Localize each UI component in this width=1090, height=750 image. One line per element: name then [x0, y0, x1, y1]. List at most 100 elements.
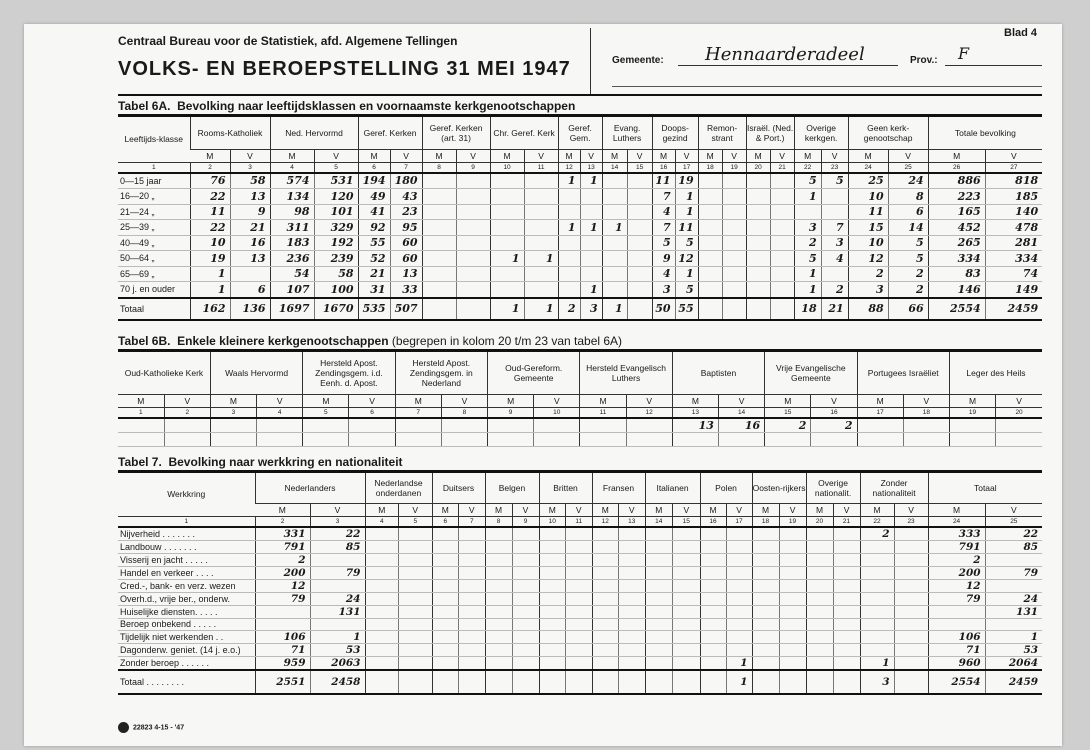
value-cell: 88	[847, 296, 889, 321]
value-cell	[626, 296, 653, 321]
value-cell: 79	[309, 566, 365, 580]
value-cell	[751, 618, 780, 632]
value-cell	[644, 566, 673, 580]
value-cell: 818	[984, 172, 1043, 189]
print-code-text: 22823 4-15 - '47	[133, 724, 185, 732]
value-cell: 194	[357, 172, 391, 189]
table6a-number: Tabel 6A.	[118, 99, 171, 113]
column-number: 4	[364, 516, 399, 528]
value-cell: 1670	[313, 296, 359, 321]
value-cell	[431, 643, 459, 658]
value-cell	[805, 540, 834, 554]
value-cell	[601, 204, 628, 220]
value-cell: 5	[820, 172, 849, 189]
value-cell: 223	[927, 188, 986, 205]
male-header: M	[671, 394, 719, 408]
value-cell	[511, 553, 539, 567]
value-cell	[751, 566, 780, 580]
value-cell	[565, 526, 593, 541]
value-cell	[484, 540, 512, 554]
value-cell: 13	[671, 417, 719, 433]
value-cell	[697, 204, 723, 220]
value-cell	[538, 540, 566, 554]
value-cell	[751, 669, 780, 696]
value-cell	[699, 605, 727, 619]
value-cell	[672, 579, 701, 593]
value-cell: 265	[927, 235, 986, 251]
row-label: Visserij en jacht . . . . .	[118, 553, 255, 567]
value-cell	[644, 669, 673, 696]
value-cell	[523, 266, 559, 282]
value-cell	[859, 592, 895, 606]
group-header: Hersteld Apost. Zendingsgem. in Nederlan…	[394, 352, 488, 395]
group-header: Israël. (Ned. & Port.)	[745, 117, 795, 150]
value-cell: 23	[389, 204, 423, 220]
male-header: M	[489, 149, 525, 163]
value-cell	[484, 656, 512, 671]
value-cell	[778, 656, 807, 671]
value-cell	[893, 605, 929, 619]
value-cell: 12	[847, 250, 889, 267]
value-cell	[721, 235, 747, 251]
male-header: M	[856, 394, 904, 408]
row-label: Dagonderw. geniet. (14 j. e.o.)	[118, 643, 255, 658]
value-cell: 71	[254, 643, 310, 658]
form-title: VOLKS- EN BEROEPSTELLING 31 MEI 1947	[118, 58, 571, 80]
value-cell	[725, 630, 753, 645]
male-header: M	[364, 503, 399, 517]
value-cell	[601, 235, 628, 251]
value-cell	[902, 432, 950, 447]
value-cell	[421, 281, 457, 298]
column-number: 10	[489, 162, 525, 174]
value-cell	[431, 553, 459, 567]
value-cell	[859, 643, 895, 658]
value-cell: 7	[820, 219, 849, 236]
group-header: Waals Hervormd	[209, 352, 303, 395]
table-row: 65—69 „ 1 54 58 21 13 4 1 1 2 2 83 74	[118, 266, 1043, 282]
value-cell: 5	[793, 250, 822, 267]
column-number: 20	[805, 516, 834, 528]
value-cell	[745, 250, 771, 267]
value-cell	[487, 432, 534, 447]
value-cell	[364, 540, 399, 554]
group-header: Nederlanders	[254, 473, 365, 504]
column-number: 19	[778, 516, 807, 528]
value-cell	[364, 605, 399, 619]
row-label: Huiselijke diensten. . . . .	[118, 605, 255, 619]
male-header: M	[651, 149, 676, 163]
value-cell	[751, 656, 780, 671]
value-cell	[364, 630, 399, 645]
value-cell: 2554	[927, 296, 986, 321]
female-header: V	[348, 394, 396, 408]
value-cell	[769, 266, 795, 282]
value-cell: 2	[810, 417, 858, 433]
value-cell	[484, 592, 512, 606]
value-cell	[805, 526, 834, 541]
column-number-row: 1 2 3 4 5 6 7 8 9 10 11 12 13 14 15 16 17 18 19 20 21 22 23 24 2…	[118, 516, 1043, 528]
value-cell	[626, 266, 653, 282]
value-cell	[769, 235, 795, 251]
value-cell	[309, 579, 365, 593]
value-cell	[511, 526, 539, 541]
prov-line	[945, 65, 1042, 66]
column-number: 12	[625, 407, 673, 419]
value-cell	[458, 553, 485, 567]
value-cell	[591, 553, 619, 567]
value-cell: 7	[651, 219, 676, 236]
value-cell	[309, 618, 365, 632]
value-cell	[455, 204, 491, 220]
female-header: V	[229, 149, 271, 163]
value-cell	[364, 669, 399, 696]
value-cell: 574	[269, 172, 315, 189]
male-header: M	[927, 503, 986, 517]
value-cell	[805, 669, 834, 696]
value-cell: 791	[927, 540, 986, 554]
value-cell	[538, 605, 566, 619]
value-cell: 41	[357, 204, 391, 220]
column-number-row: 1 2 3 4 5 6 7 8 9 10 11 12 13 14 15 16 17 18 19 20	[118, 407, 1042, 419]
table6a-subtitle: Bevolking naar leeftijdsklassen en voorn…	[177, 99, 576, 113]
column-number: 3	[229, 162, 271, 174]
column-number: 19	[721, 162, 747, 174]
value-cell	[764, 432, 811, 447]
value-cell: 531	[313, 172, 359, 189]
